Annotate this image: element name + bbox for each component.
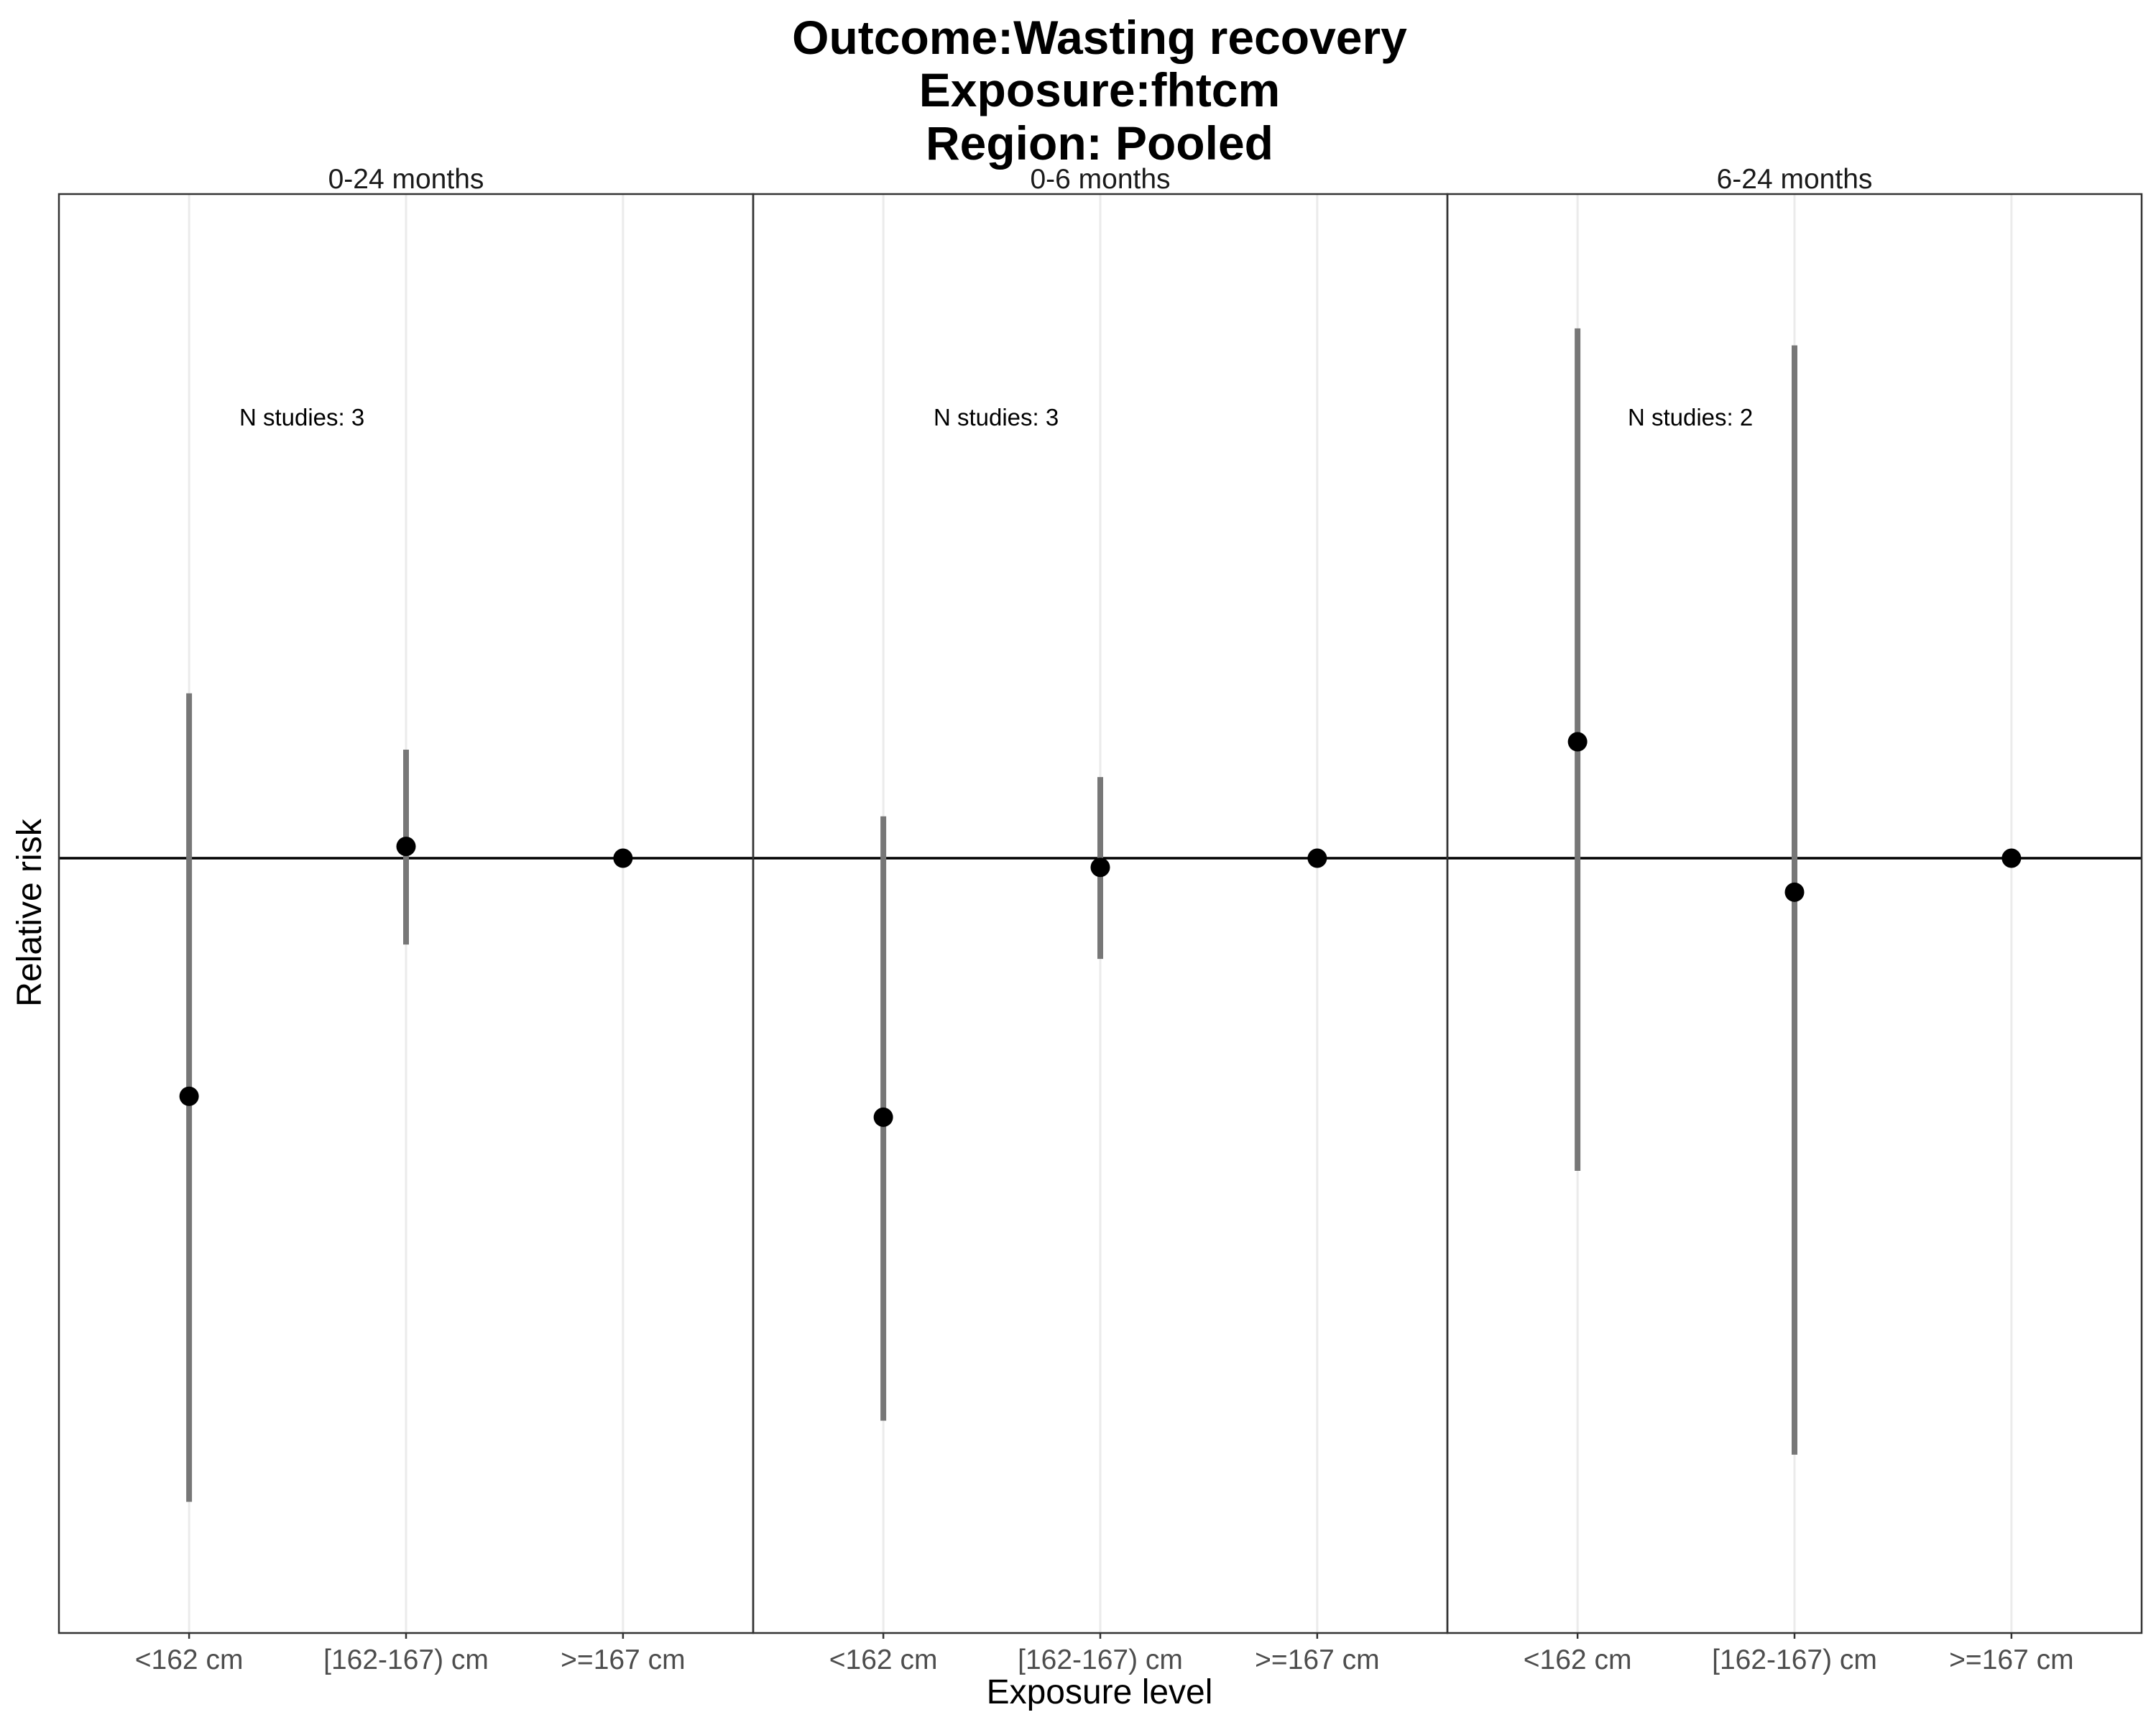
estimate-point [873, 1107, 893, 1127]
estimate-point [396, 837, 416, 857]
estimate-point [1307, 848, 1327, 868]
facet-panel-3: N studies: 2 6-24 months <162 cm [162-167) … [1446, 164, 2143, 1675]
chart-title-line-3: Region: Pooled [926, 116, 1273, 170]
n-studies-annotation: N studies: 3 [239, 404, 364, 431]
x-tick-label: [162-167) cm [323, 1644, 489, 1675]
n-studies-annotation: N studies: 2 [1628, 404, 1753, 431]
estimate-point [2001, 848, 2022, 868]
x-tick-label: >=167 cm [1255, 1644, 1379, 1675]
x-tick-label: [162-167) cm [1712, 1644, 1877, 1675]
x-tick-label: <162 cm [1524, 1644, 1632, 1675]
facet-strip-label: 0-6 months [1030, 164, 1170, 195]
chart-title-line-2: Exposure:fhtcm [919, 63, 1280, 116]
x-axis-title: Exposure level [987, 1673, 1213, 1711]
estimate-point [1567, 732, 1588, 752]
estimate-point [1090, 857, 1110, 878]
estimate-point [179, 1086, 199, 1106]
chart-title: Outcome:Wasting recovery Exposure:fhtcm … [792, 11, 1407, 170]
y-axis-title: Relative risk [11, 818, 49, 1006]
facet-panel-2: N studies: 3 0-6 months <162 cm [162-167) c… [752, 164, 1449, 1675]
estimate-point [1784, 882, 1805, 902]
estimate-point [613, 848, 633, 868]
facet-strip-label: 6-24 months [1717, 164, 1873, 195]
x-tick-label: >=167 cm [561, 1644, 685, 1675]
facet-panels: N studies: 3 0-24 months <162 cm [162-167) … [57, 164, 2143, 1675]
n-studies-annotation: N studies: 3 [934, 404, 1059, 431]
x-tick-label: >=167 cm [1949, 1644, 2073, 1675]
x-tick-label: <162 cm [135, 1644, 244, 1675]
facet-strip-label: 0-24 months [328, 164, 484, 195]
facet-panel-1: N studies: 3 0-24 months <162 cm [162-167) … [57, 164, 755, 1675]
chart-title-line-1: Outcome:Wasting recovery [792, 11, 1407, 64]
x-tick-label: <162 cm [829, 1644, 938, 1675]
x-tick-label: [162-167) cm [1018, 1644, 1183, 1675]
